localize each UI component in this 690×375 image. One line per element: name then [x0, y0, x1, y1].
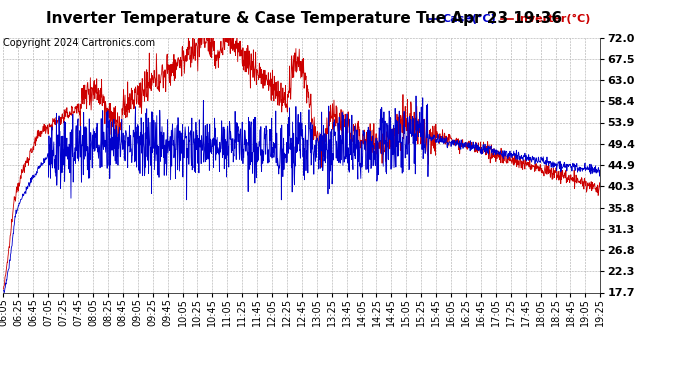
- Legend: Case(°C), Inverter(°C): Case(°C), Inverter(°C): [423, 10, 595, 29]
- Text: Inverter Temperature & Case Temperature Tue Apr 23 19:36: Inverter Temperature & Case Temperature …: [46, 11, 562, 26]
- Text: Copyright 2024 Cartronics.com: Copyright 2024 Cartronics.com: [3, 38, 155, 48]
